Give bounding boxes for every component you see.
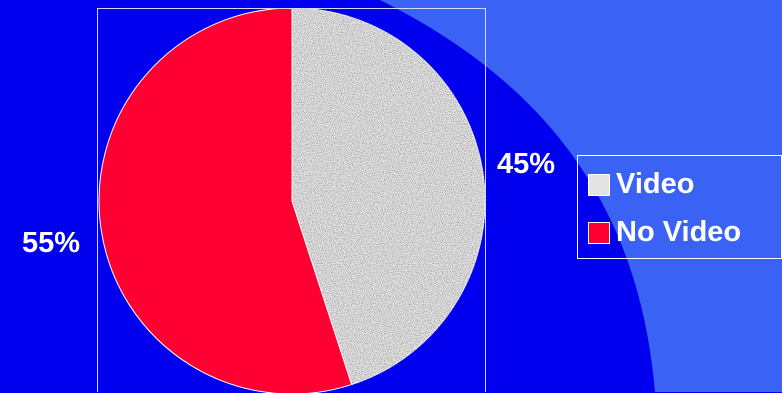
legend-entry-video: Video [588,170,694,199]
legend-label-video: Video [616,168,695,200]
pie-slice-video [291,9,486,386]
legend-swatch-video [588,173,610,196]
legend-label-no-video: No Video [616,216,742,248]
legend-swatch-no-video [588,221,610,244]
legend-entry-no-video: No Video [588,218,741,247]
chart-plot-area [97,8,486,393]
pie-chart [98,9,486,393]
pie-slice-no-video [98,9,353,393]
data-label-video: 45% [497,148,556,180]
data-label-no-video: 55% [22,227,81,259]
chart-legend: Video No Video [577,155,782,259]
